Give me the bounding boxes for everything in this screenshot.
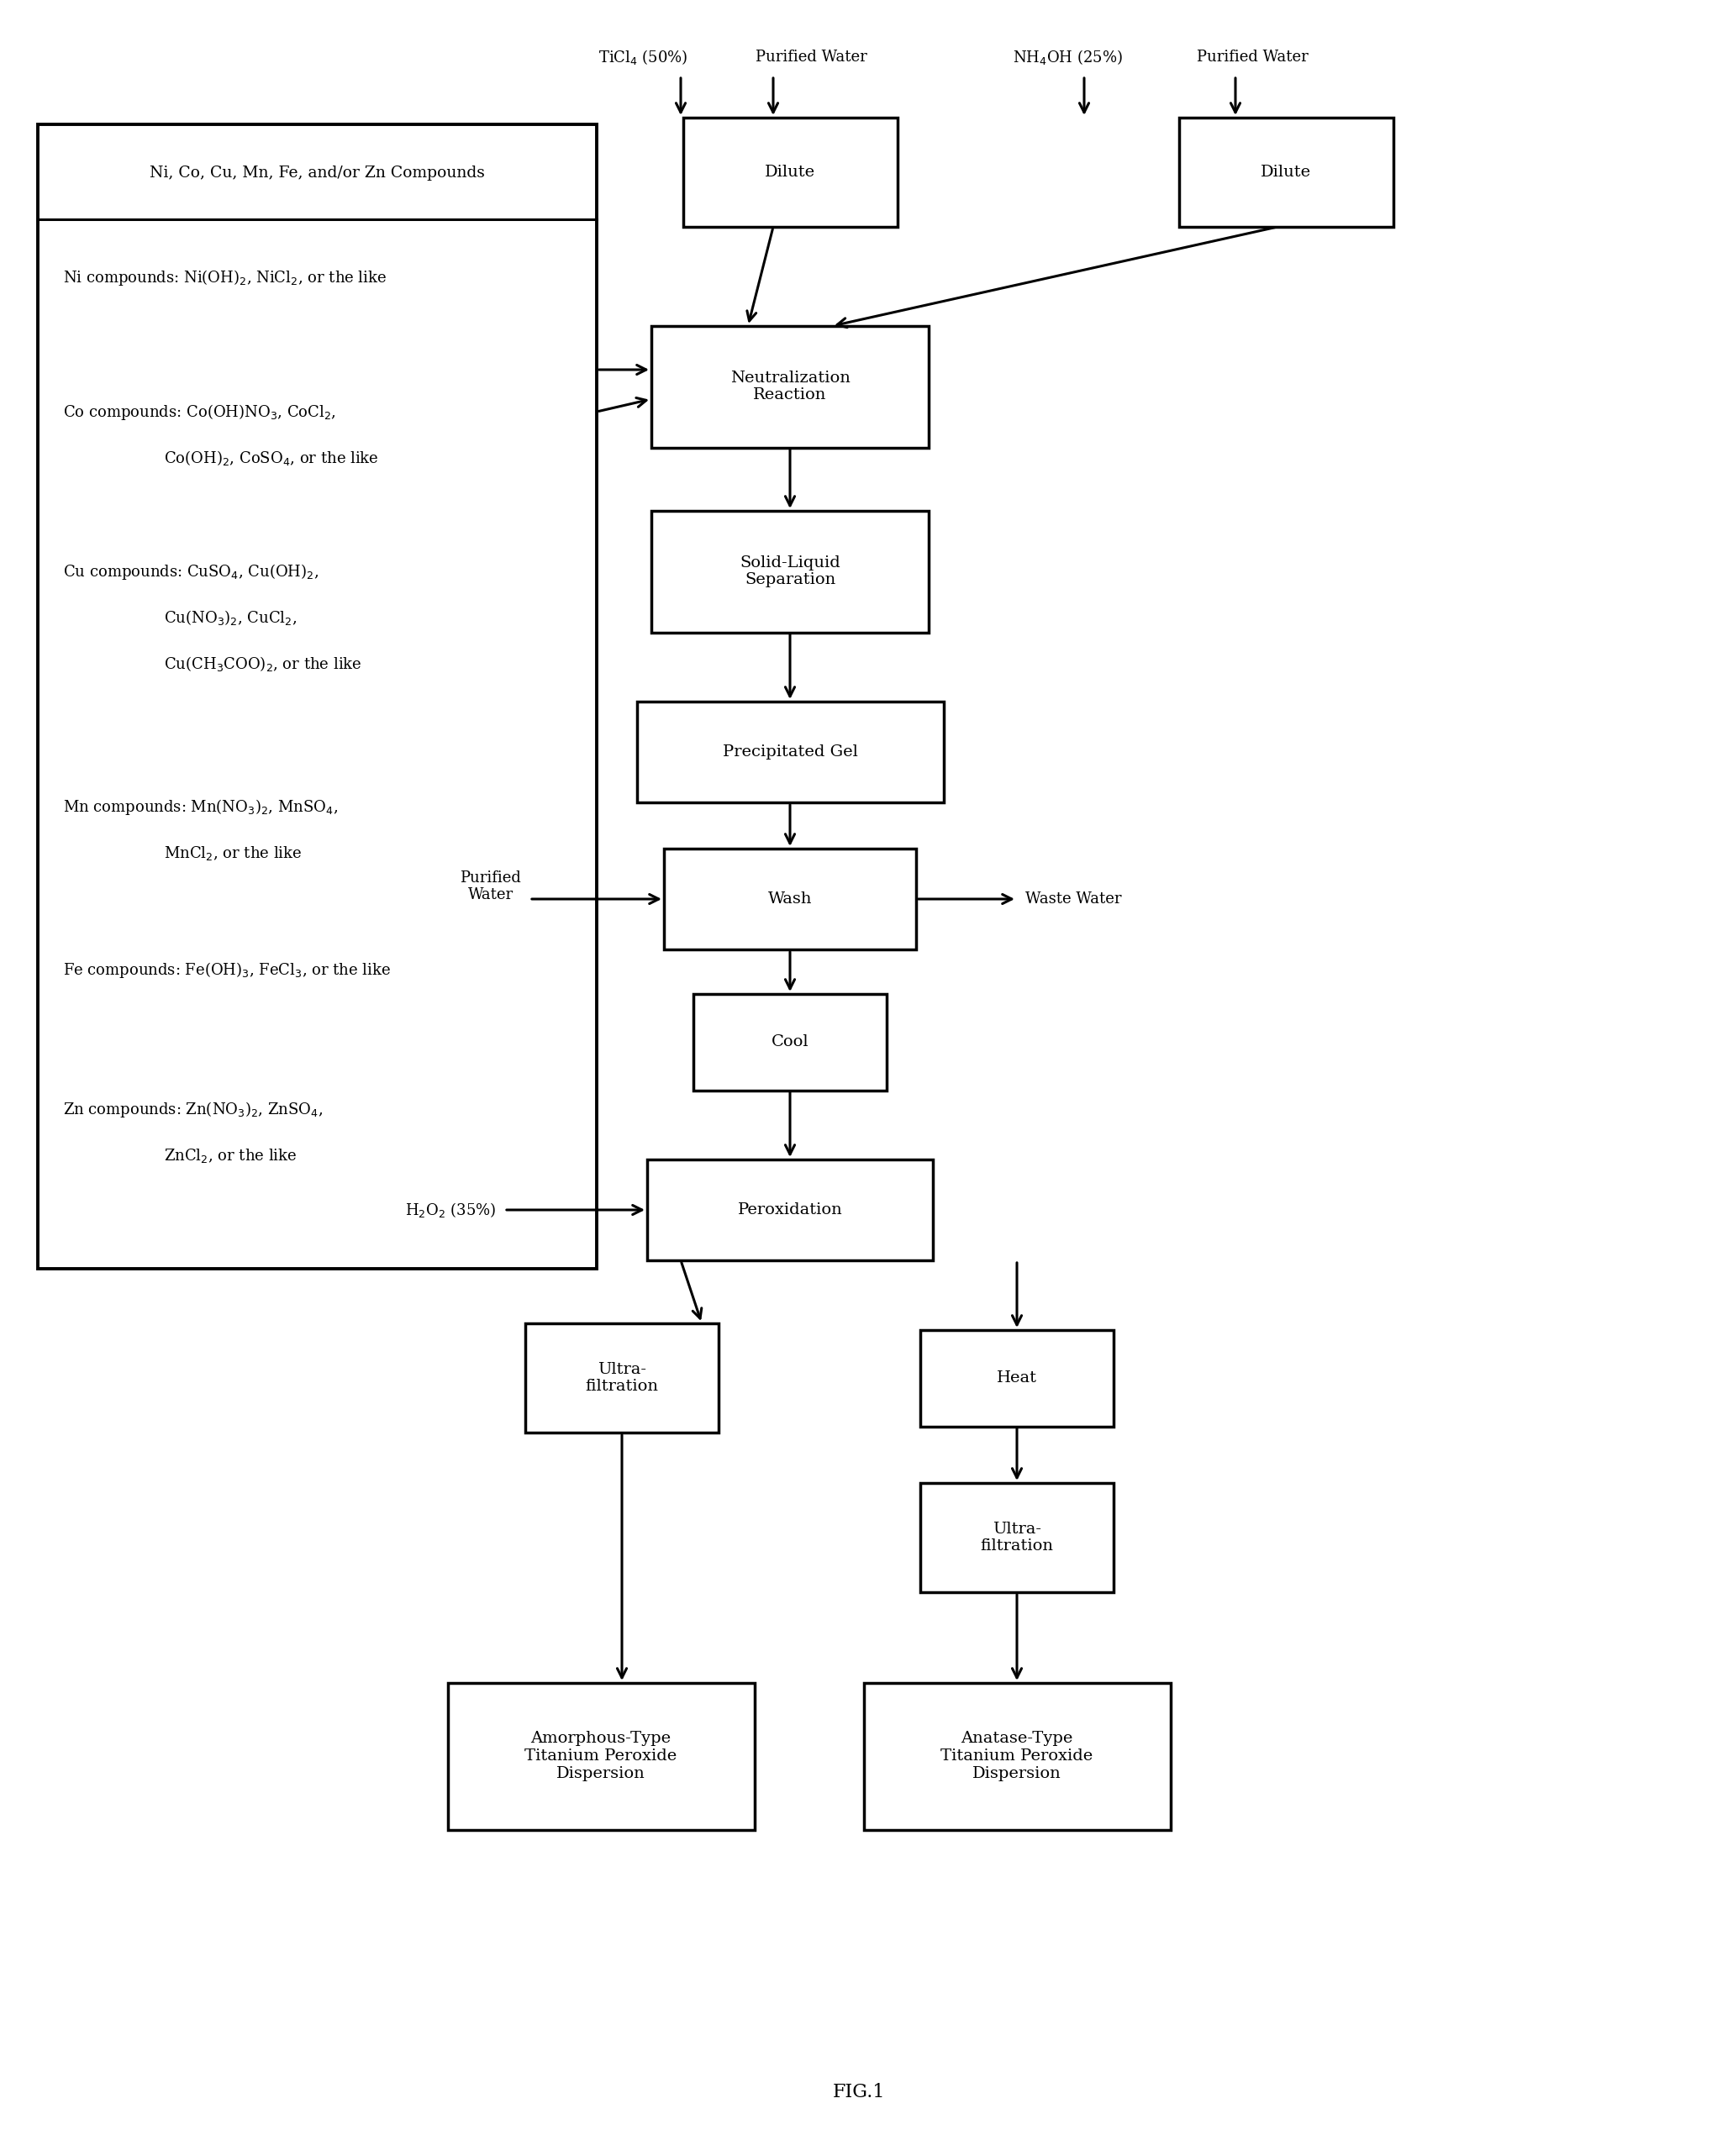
Text: Cu(NO$_3$)$_2$, CuCl$_2$,: Cu(NO$_3$)$_2$, CuCl$_2$, bbox=[163, 608, 297, 627]
Text: Mn compounds: Mn(NO$_3$)$_2$, MnSO$_4$,: Mn compounds: Mn(NO$_3$)$_2$, MnSO$_4$, bbox=[64, 798, 338, 817]
Text: Ultra-
filtration: Ultra- filtration bbox=[585, 1363, 659, 1395]
Text: Zn compounds: Zn(NO$_3$)$_2$, ZnSO$_4$,: Zn compounds: Zn(NO$_3$)$_2$, ZnSO$_4$, bbox=[64, 1100, 323, 1119]
Text: Purified Water: Purified Water bbox=[755, 50, 867, 65]
Text: Waste Water: Waste Water bbox=[1025, 890, 1121, 906]
Text: Anatase-Type
Titanium Peroxide
Dispersion: Anatase-Type Titanium Peroxide Dispersio… bbox=[941, 1731, 1094, 1781]
Text: Co(OH)$_2$, CoSO$_4$, or the like: Co(OH)$_2$, CoSO$_4$, or the like bbox=[163, 448, 379, 468]
Text: Co compounds: Co(OH)NO$_3$, CoCl$_2$,: Co compounds: Co(OH)NO$_3$, CoCl$_2$, bbox=[64, 401, 337, 420]
Bar bbox=[683, 119, 898, 226]
Bar bbox=[694, 994, 886, 1091]
Text: Ni compounds: Ni(OH)$_2$, NiCl$_2$, or the like: Ni compounds: Ni(OH)$_2$, NiCl$_2$, or t… bbox=[64, 267, 386, 287]
Bar bbox=[647, 1160, 932, 1261]
Text: FIG.1: FIG.1 bbox=[833, 2083, 884, 2102]
Bar bbox=[864, 1682, 1171, 1830]
Bar bbox=[1178, 119, 1392, 226]
Text: Neutralization
Reaction: Neutralization Reaction bbox=[730, 371, 850, 403]
Bar bbox=[651, 326, 929, 448]
Bar bbox=[920, 1483, 1114, 1593]
Bar bbox=[525, 1324, 719, 1432]
Text: Wash: Wash bbox=[767, 890, 812, 906]
Text: TiCl$_4$ (50%): TiCl$_4$ (50%) bbox=[598, 47, 687, 67]
Text: Cool: Cool bbox=[771, 1035, 809, 1050]
Text: Purified
Water: Purified Water bbox=[460, 871, 520, 903]
Text: Solid-Liquid
Separation: Solid-Liquid Separation bbox=[740, 554, 840, 589]
Text: NH$_4$OH (25%): NH$_4$OH (25%) bbox=[1013, 47, 1123, 67]
Text: MnCl$_2$, or the like: MnCl$_2$, or the like bbox=[163, 843, 302, 862]
Bar bbox=[637, 701, 943, 802]
Text: Amorphous-Type
Titanium Peroxide
Dispersion: Amorphous-Type Titanium Peroxide Dispers… bbox=[525, 1731, 676, 1781]
Text: Cu compounds: CuSO$_4$, Cu(OH)$_2$,: Cu compounds: CuSO$_4$, Cu(OH)$_2$, bbox=[64, 563, 319, 580]
Text: Ni, Co, Cu, Mn, Fe, and/or Zn Compounds: Ni, Co, Cu, Mn, Fe, and/or Zn Compounds bbox=[149, 166, 484, 181]
Text: Cu(CH$_3$COO)$_2$, or the like: Cu(CH$_3$COO)$_2$, or the like bbox=[163, 655, 362, 673]
Text: H$_2$O$_2$ (35%): H$_2$O$_2$ (35%) bbox=[405, 1201, 496, 1218]
Text: Purified Water: Purified Water bbox=[1197, 50, 1308, 65]
Text: Fe compounds: Fe(OH)$_3$, FeCl$_3$, or the like: Fe compounds: Fe(OH)$_3$, FeCl$_3$, or t… bbox=[64, 962, 391, 981]
Bar bbox=[448, 1682, 754, 1830]
Text: Ultra-
filtration: Ultra- filtration bbox=[980, 1522, 1054, 1554]
Text: Dilute: Dilute bbox=[764, 164, 816, 179]
Bar bbox=[38, 125, 598, 1268]
Text: ZnCl$_2$, or the like: ZnCl$_2$, or the like bbox=[163, 1147, 297, 1164]
Bar bbox=[651, 511, 929, 632]
Bar bbox=[920, 1330, 1114, 1427]
Text: Precipitated Gel: Precipitated Gel bbox=[723, 744, 857, 759]
Text: Heat: Heat bbox=[998, 1371, 1037, 1386]
Text: Peroxidation: Peroxidation bbox=[738, 1203, 843, 1218]
Bar bbox=[664, 849, 917, 949]
Text: Dilute: Dilute bbox=[1260, 164, 1312, 179]
